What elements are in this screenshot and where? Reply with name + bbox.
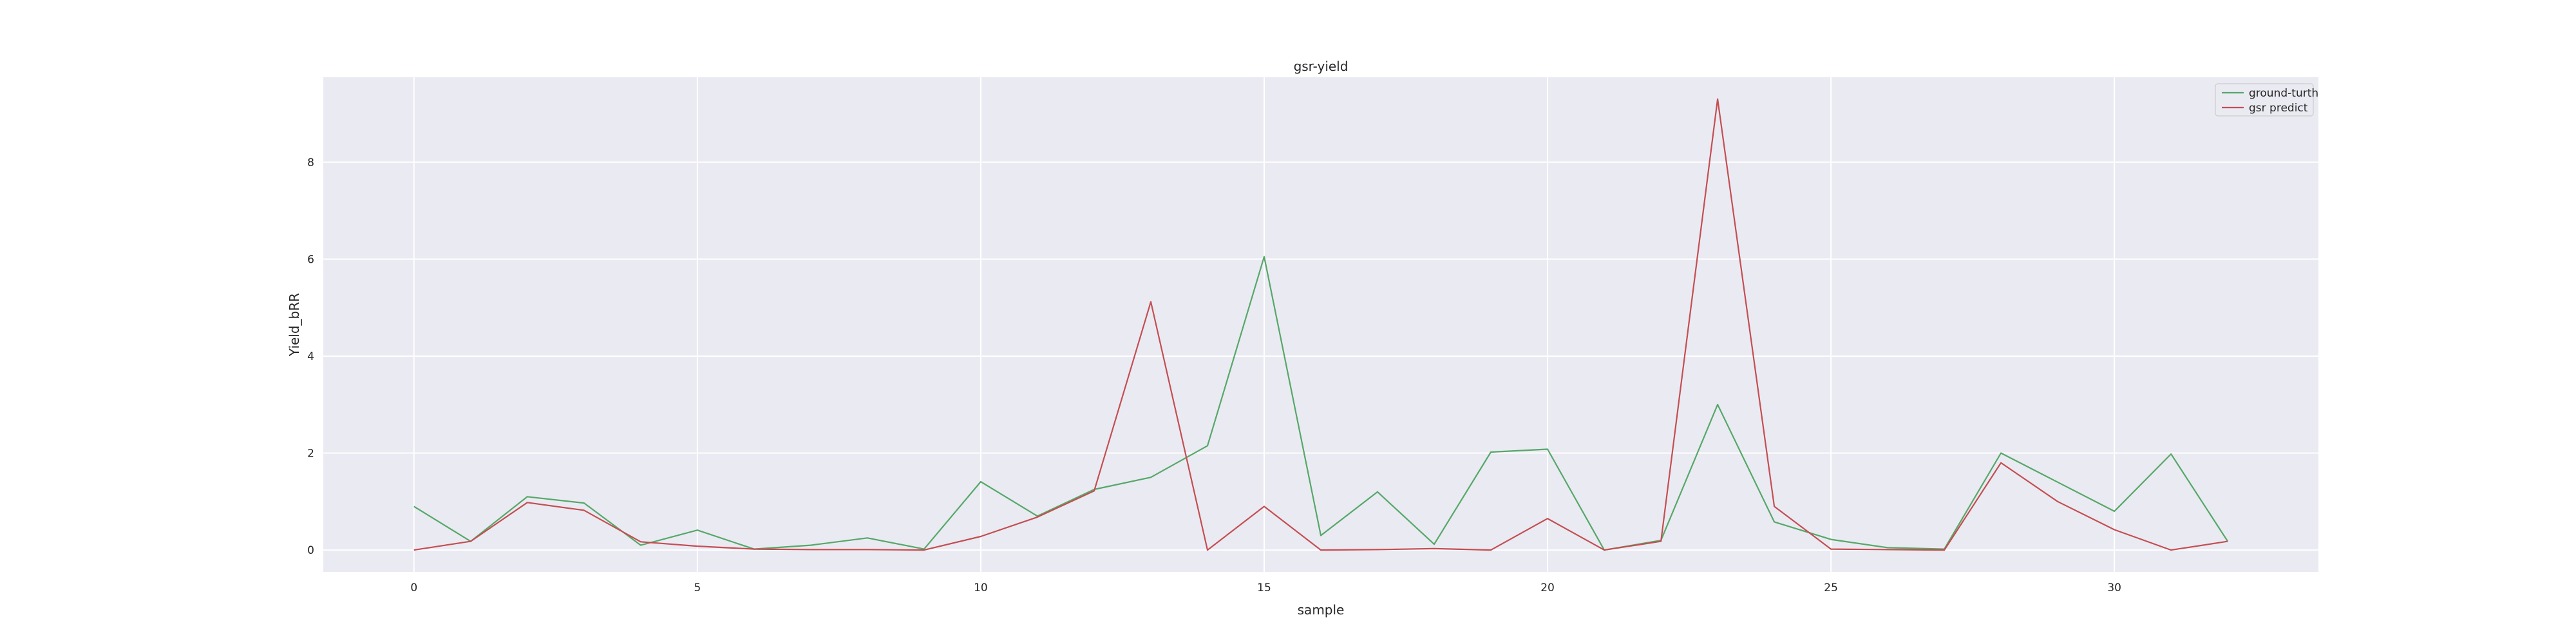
- y-axis-label: Yield_bRR: [287, 293, 302, 357]
- tick-labels: 0 5 10 15 20 25 30 0 2 4 6 8: [307, 156, 2121, 594]
- x-tick-label: 15: [1257, 582, 1271, 594]
- y-tick-label: 6: [307, 253, 314, 266]
- x-tick-label: 5: [694, 582, 701, 594]
- x-tick-label: 10: [974, 582, 988, 594]
- x-tick-label: 25: [1824, 582, 1838, 594]
- y-tick-label: 4: [307, 350, 314, 363]
- plot-area: [323, 77, 2318, 572]
- y-tick-label: 8: [307, 156, 314, 169]
- chart-title: gsr-yield: [1294, 59, 1349, 74]
- x-axis-label: sample: [1298, 602, 1345, 618]
- series-line-1: [413, 98, 2228, 551]
- gridlines: [323, 77, 2318, 572]
- legend: ground-turth gsr predict: [2215, 83, 2318, 117]
- series-line-0: [413, 256, 2229, 551]
- x-tick-label: 20: [1540, 582, 1555, 594]
- legend-label: ground-turth: [2249, 87, 2318, 100]
- x-tick-label: 0: [410, 582, 417, 594]
- series-lines: [413, 98, 2229, 551]
- y-tick-label: 0: [307, 544, 314, 557]
- y-tick-label: 2: [307, 448, 314, 460]
- legend-label: gsr predict: [2249, 102, 2308, 115]
- x-tick-label: 30: [2107, 582, 2121, 594]
